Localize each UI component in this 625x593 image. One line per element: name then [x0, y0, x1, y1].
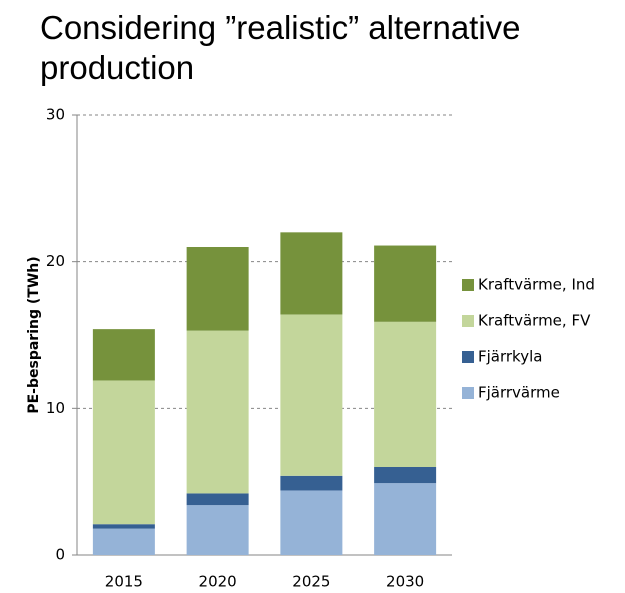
- legend-swatch: [462, 351, 474, 363]
- x-tick-label: 2015: [105, 573, 143, 591]
- legend-label: Kraftvärme, FV: [478, 312, 591, 330]
- bar-segment: [92, 528, 155, 555]
- bar-segment: [280, 314, 343, 476]
- bar-segment: [374, 467, 437, 484]
- bar-segment: [186, 505, 249, 555]
- y-tick-label: 20: [46, 252, 65, 270]
- bar-segment: [186, 493, 249, 506]
- legend-swatch: [462, 387, 474, 399]
- x-tick-label: 2020: [199, 573, 237, 591]
- bar-segment: [374, 483, 437, 555]
- bar-segment: [92, 329, 155, 381]
- y-tick-label: 10: [46, 399, 65, 417]
- bar-segment: [92, 380, 155, 525]
- y-tick-label: 0: [55, 546, 65, 564]
- chart-title: Considering ”realistic” alternative prod…: [40, 9, 521, 86]
- bar-segment: [374, 245, 437, 322]
- bar-segment: [374, 321, 437, 467]
- bar-segment: [280, 475, 343, 491]
- legend-label: Fjärrkyla: [478, 348, 542, 366]
- legend-label: Kraftvärme, Ind: [478, 276, 595, 294]
- bar-segment: [280, 490, 343, 555]
- bar-segment: [280, 232, 343, 315]
- legend-label: Fjärrvärme: [478, 384, 560, 402]
- legend-swatch: [462, 315, 474, 327]
- x-tick-label: 2025: [292, 573, 330, 591]
- bar-segment: [186, 330, 249, 494]
- legend-swatch: [462, 279, 474, 291]
- bar-segment: [186, 247, 249, 331]
- y-tick-label: 30: [46, 106, 65, 124]
- x-tick-label: 2030: [386, 573, 424, 591]
- y-axis-label: PE-besparing (TWh): [26, 256, 42, 413]
- bar-segment: [92, 524, 155, 529]
